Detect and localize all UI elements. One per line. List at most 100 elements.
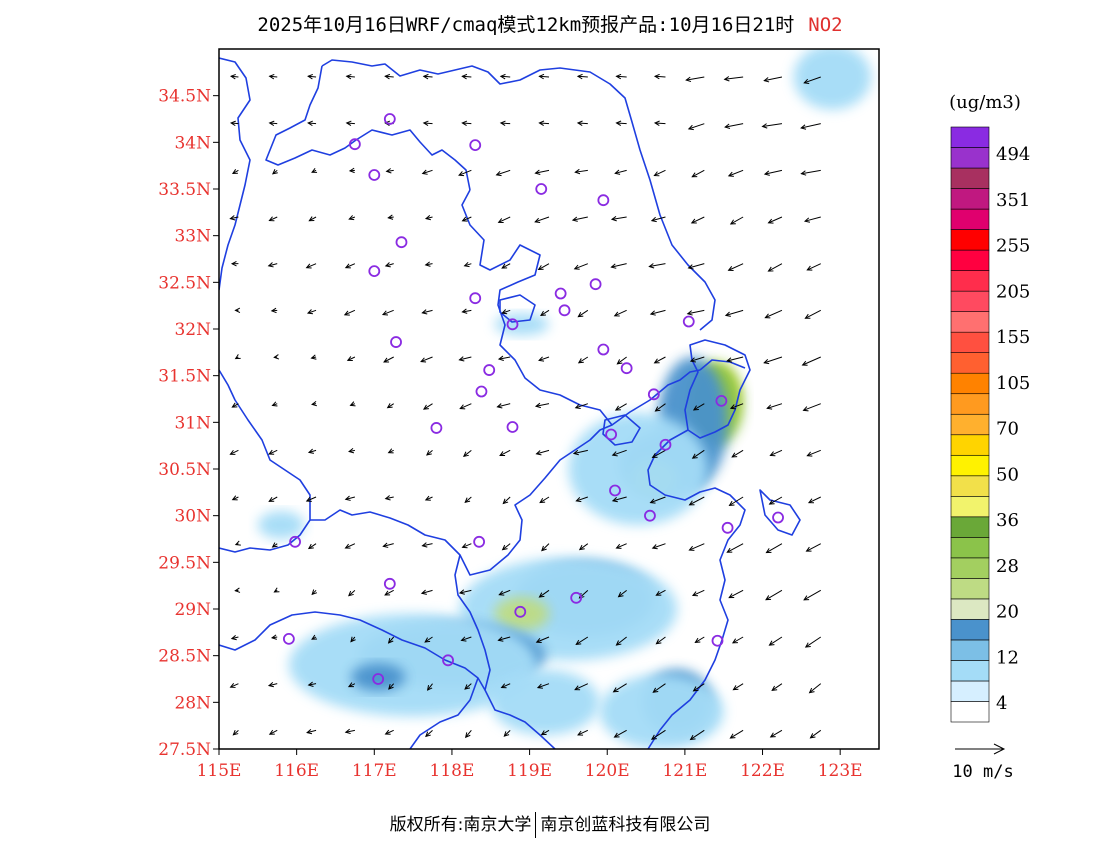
wind-vector	[690, 729, 705, 740]
wind-legend-arrowhead-icon	[993, 743, 1006, 755]
wind-vector	[731, 449, 744, 458]
wind-vector	[499, 589, 511, 596]
wind-vector	[384, 589, 394, 596]
wind-vector	[464, 263, 472, 267]
wind-arrowhead-icon	[348, 590, 354, 597]
station-marker	[721, 521, 734, 534]
wind-vector-field	[229, 73, 822, 741]
wind-arrowhead-icon	[804, 642, 811, 648]
wind-arrowhead-icon	[537, 265, 544, 271]
wind-arrowhead-icon	[458, 589, 465, 595]
boundary-shanghai	[684, 339, 751, 439]
wind-arrowhead-icon	[615, 120, 622, 126]
wind-arrowhead-icon	[420, 589, 427, 595]
colorbar-swatch	[950, 413, 990, 436]
wind-arrowhead-icon	[577, 312, 584, 318]
wind-arrowhead-icon	[420, 357, 427, 363]
wind-arrowhead-icon	[229, 120, 236, 127]
wind-arrowhead-icon	[651, 453, 658, 458]
wind-vector	[308, 683, 317, 686]
wind-vector	[539, 75, 550, 78]
lat-tick-label: 31N	[174, 413, 211, 433]
wind-vector	[649, 263, 666, 268]
station-marker	[514, 605, 527, 618]
wind-arrowhead-icon	[655, 590, 662, 596]
colorbar-swatch	[950, 537, 990, 559]
wind-arrowhead-icon	[234, 587, 241, 593]
wind-arrowhead-icon	[574, 403, 581, 409]
wind-arrowhead-icon	[231, 402, 238, 408]
wind-legend: 10 m/s	[952, 743, 1014, 782]
wind-arrowhead-icon	[386, 403, 393, 409]
colorbar-swatch	[950, 147, 990, 169]
wind-vector	[420, 356, 433, 363]
map-frame	[218, 48, 880, 750]
no2-patch	[494, 596, 549, 631]
wind-vector	[306, 263, 317, 269]
wind-arrowhead-icon	[384, 120, 391, 127]
wind-arrowhead-icon	[234, 307, 241, 314]
station-marker	[475, 385, 488, 398]
no2-patch	[351, 663, 406, 692]
wind-vector	[498, 636, 511, 641]
station-marker	[368, 265, 381, 278]
lat-tick-label: 31.5N	[158, 367, 211, 387]
wind-vector	[616, 122, 627, 125]
wind-arrowhead-icon	[307, 543, 314, 550]
wind-arrowhead-icon	[305, 263, 312, 269]
colorbar-swatch	[950, 598, 990, 620]
wind-vector	[692, 449, 705, 459]
wind-arrowhead-icon	[686, 310, 693, 316]
wind-vector	[692, 589, 705, 596]
wind-arrowhead-icon	[497, 218, 504, 224]
wind-arrowhead-icon	[345, 120, 352, 127]
wind-vector	[503, 729, 511, 737]
wind-vector	[730, 729, 744, 739]
wind-arrowhead-icon	[650, 216, 657, 223]
wind-arrowhead-icon	[424, 495, 431, 501]
wind-arrowhead-icon	[694, 637, 701, 643]
lat-tick-label: 29.5N	[158, 553, 211, 573]
station-marker	[372, 673, 385, 685]
wind-arrowhead-icon	[728, 593, 735, 599]
wind-arrowhead-icon	[234, 354, 241, 360]
colorbar-label: 20	[996, 602, 1019, 623]
wind-vector	[805, 309, 821, 319]
wind-arrowhead-icon	[270, 634, 277, 640]
wind-vector	[540, 309, 550, 316]
no2-patch	[793, 49, 872, 110]
wind-vector	[611, 216, 627, 220]
wind-vector	[804, 216, 821, 222]
wind-arrowhead-icon	[688, 545, 695, 551]
wind-arrowhead-icon	[273, 587, 280, 593]
wind-arrowhead-icon	[307, 73, 313, 80]
wind-arrowhead-icon	[576, 73, 583, 80]
wind-arrowhead-icon	[267, 681, 274, 688]
wind-arrowhead-icon	[574, 685, 581, 691]
wind-arrowhead-icon	[344, 263, 351, 269]
wind-vector	[770, 729, 783, 738]
station-marker	[535, 183, 548, 195]
lat-tick-label: 30N	[174, 507, 211, 527]
wind-vector	[655, 403, 666, 412]
wind-arrowhead-icon	[691, 172, 698, 178]
wind-vector	[422, 543, 433, 547]
boundary-jiangsu-shandong	[321, 59, 716, 331]
wind-arrowhead-icon	[611, 497, 618, 503]
wind-arrowhead-icon	[653, 73, 660, 80]
wind-vector	[615, 169, 627, 174]
wind-vector	[502, 543, 511, 551]
wind-arrowhead-icon	[726, 547, 733, 553]
colorbar-swatch	[950, 167, 990, 189]
wind-arrowhead-icon	[384, 262, 391, 268]
station-marker	[506, 421, 519, 433]
wind-arrowhead-icon	[268, 449, 275, 455]
latitude-axis: 27.5N 28N 28.5N 29N 29.5N 30N 30.5N 31N 31.5N 32N…	[158, 87, 219, 760]
colorbar-swatch	[950, 639, 990, 661]
wind-vector	[231, 636, 239, 640]
wind-vector	[425, 729, 433, 737]
wind-arrowhead-icon	[343, 310, 350, 316]
wind-arrowhead-icon	[501, 544, 508, 551]
wind-arrowhead-icon	[613, 311, 620, 317]
wind-vector	[616, 75, 627, 78]
